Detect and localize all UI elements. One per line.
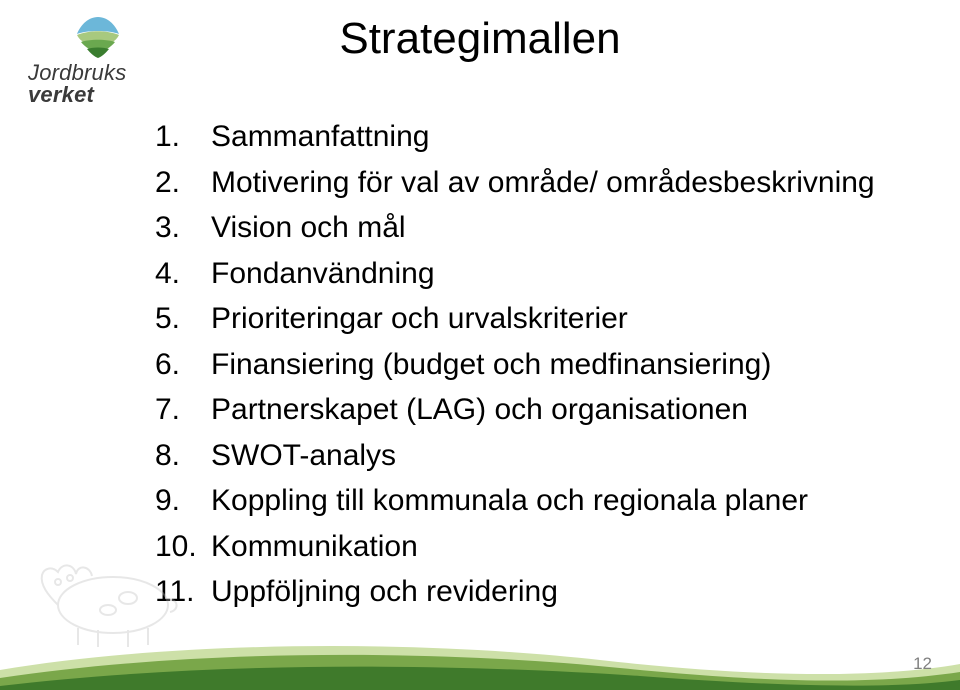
numbered-list: 1. Sammanfattning 2. Motivering för val … [155,115,900,616]
list-number: 9. [155,479,211,523]
list-number: 1. [155,115,211,159]
list-item: 7. Partnerskapet (LAG) och organisatione… [155,388,900,432]
list-item: 1. Sammanfattning [155,115,900,159]
list-number: 4. [155,252,211,296]
list-label: Vision och mål [211,206,900,250]
list-label: Finansiering (budget och medfinansiering… [211,343,900,387]
list-number: 7. [155,388,211,432]
list-item: 2. Motivering för val av område/ områdes… [155,161,900,205]
list-item: 3. Vision och mål [155,206,900,250]
list-number: 8. [155,434,211,478]
page-number: 12 [913,654,932,674]
logo-text-line1: Jordbruks [28,62,168,84]
list-label: Motivering för val av område/ områdesbes… [211,161,900,205]
list-label: SWOT-analys [211,434,900,478]
list-number: 2. [155,161,211,205]
list-label: Partnerskapet (LAG) och organisationen [211,388,900,432]
list-item: 6. Finansiering (budget och medfinansier… [155,343,900,387]
list-number: 6. [155,343,211,387]
list-item: 5. Prioriteringar och urvalskriterier [155,297,900,341]
page-title: Strategimallen [0,14,960,64]
list-label: Kommunikation [211,525,900,569]
list-item: 11. Uppföljning och revidering [155,570,900,614]
list-number: 3. [155,206,211,250]
list-label: Sammanfattning [211,115,900,159]
list-label: Uppföljning och revidering [211,570,900,614]
list-label: Fondanvändning [211,252,900,296]
logo-text-line2: verket [28,84,168,106]
logo-text: Jordbruks verket [28,62,168,106]
list-item: 4. Fondanvändning [155,252,900,296]
list-label: Prioriteringar och urvalskriterier [211,297,900,341]
list-item: 9. Koppling till kommunala och regionala… [155,479,900,523]
list-item: 8. SWOT-analys [155,434,900,478]
list-label: Koppling till kommunala och regionala pl… [211,479,900,523]
slide: Jordbruks verket Strategimallen 1. Samma… [0,0,960,690]
list-number: 5. [155,297,211,341]
list-item: 10. Kommunikation [155,525,900,569]
footer-wave-icon [0,630,960,690]
